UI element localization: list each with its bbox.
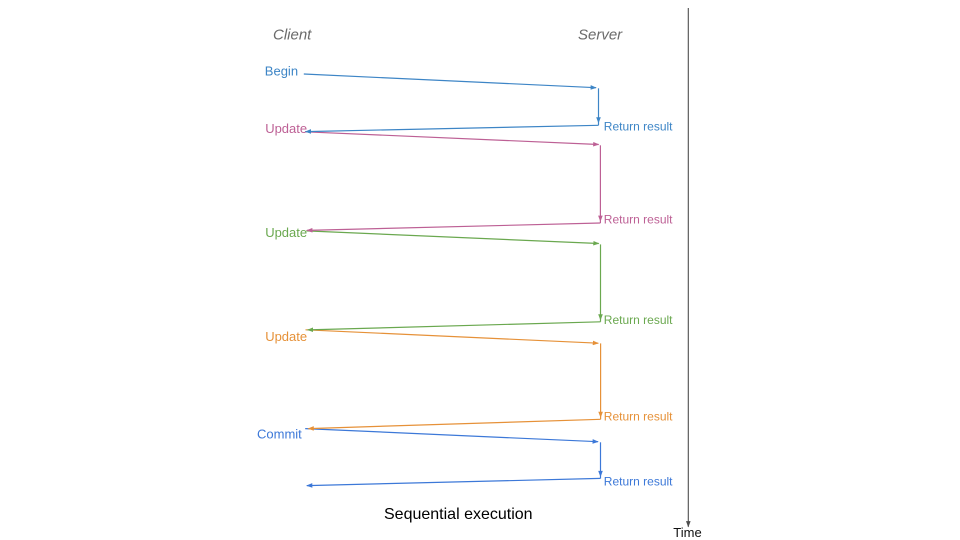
svg-text:Begin: Begin bbox=[265, 64, 298, 79]
svg-text:Update: Update bbox=[265, 329, 307, 344]
svg-text:Server: Server bbox=[578, 27, 623, 44]
svg-text:Client: Client bbox=[273, 27, 312, 44]
svg-text:Time: Time bbox=[673, 525, 701, 540]
svg-text:Commit: Commit bbox=[257, 426, 302, 441]
svg-text:Update: Update bbox=[265, 121, 307, 136]
svg-text:Sequential execution: Sequential execution bbox=[384, 506, 533, 523]
svg-text:Return result: Return result bbox=[604, 119, 673, 133]
svg-text:Return result: Return result bbox=[604, 474, 673, 488]
svg-text:Update: Update bbox=[265, 225, 307, 240]
svg-text:Return result: Return result bbox=[604, 212, 673, 226]
svg-text:Return result: Return result bbox=[604, 410, 673, 424]
svg-text:Return result: Return result bbox=[604, 313, 673, 327]
